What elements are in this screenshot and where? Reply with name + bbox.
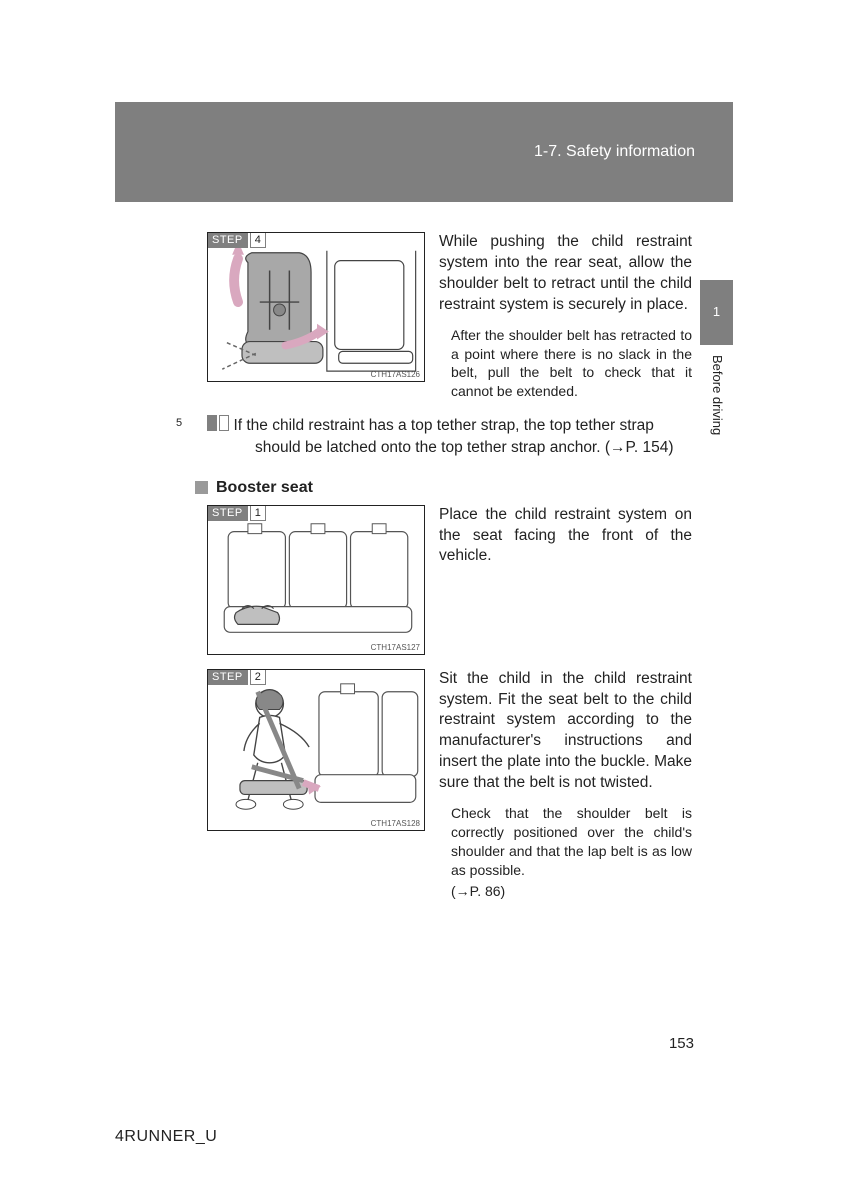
header-bar: 1-7. Safety information [115, 102, 733, 202]
chapter-number: 1 [713, 304, 720, 319]
page-number: 153 [669, 1035, 694, 1052]
figure-code: CTH17AS128 [371, 819, 420, 828]
step4-text-col: While pushing the child restraint system… [439, 232, 692, 401]
chapter-label: Before driving [710, 355, 725, 435]
bstep2-illustration [208, 670, 424, 830]
bstep1-text-col: Place the child restraint system on the … [439, 505, 692, 655]
bstep2-figure: STEP2 [207, 669, 425, 901]
step4-note: After the shoulder belt has retracted to… [439, 326, 692, 402]
step5-text: If the child restraint has a top tether … [233, 417, 673, 456]
bstep1-illustration [208, 506, 424, 654]
step4-illustration [208, 233, 424, 381]
step-label: STEP [207, 415, 217, 431]
figure-code: CTH17AS126 [371, 370, 420, 379]
bstep1-text: Place the child restraint system on the … [439, 505, 692, 568]
booster-step1-row: STEP1 CTH17AS127 Place the child [207, 505, 692, 655]
step-label: STEP [207, 669, 248, 685]
bstep1-figure: STEP1 CTH17AS127 [207, 505, 425, 655]
booster-step2-row: STEP2 [207, 669, 692, 901]
step4-row: STEP4 CTH17AS126 [207, 232, 692, 401]
step-number: 4 [250, 232, 266, 248]
step4-figure: STEP4 CTH17AS126 [207, 232, 425, 401]
step-number: 5 [219, 415, 229, 431]
step-number: 1 [250, 505, 266, 521]
bstep2-note: Check that the shoulder belt is correctl… [439, 804, 692, 880]
step4-text: While pushing the child restraint system… [439, 232, 692, 316]
square-bullet-icon [195, 481, 208, 494]
step-badge-wrap: STEP4 [207, 232, 266, 250]
step-badge-wrap: STEP1 [207, 505, 266, 523]
booster-heading: Booster seat [195, 479, 692, 497]
bstep2-text: Sit the child in the child restraint sys… [439, 669, 692, 795]
step-badge-wrap: STEP2 [207, 669, 266, 687]
header-section-text: 1-7. Safety information [534, 143, 695, 161]
bstep2-ref: (→P. 86) [439, 882, 692, 901]
step-label: STEP [207, 232, 248, 248]
footer-text: 4RUNNER_U [115, 1128, 217, 1146]
step-number: 2 [250, 669, 266, 685]
figure-box: STEP4 CTH17AS126 [207, 232, 425, 382]
step-label: STEP [207, 505, 248, 521]
figure-box: STEP1 CTH17AS127 [207, 505, 425, 655]
figure-box: STEP2 [207, 669, 425, 831]
step5-row: STEP5 If the child restraint has a top t… [207, 415, 692, 458]
booster-title: Booster seat [216, 479, 313, 497]
page-content: STEP4 CTH17AS126 [207, 232, 692, 915]
bstep2-text-col: Sit the child in the child restraint sys… [439, 669, 692, 901]
figure-code: CTH17AS127 [371, 643, 420, 652]
chapter-tab: 1 [700, 280, 733, 345]
